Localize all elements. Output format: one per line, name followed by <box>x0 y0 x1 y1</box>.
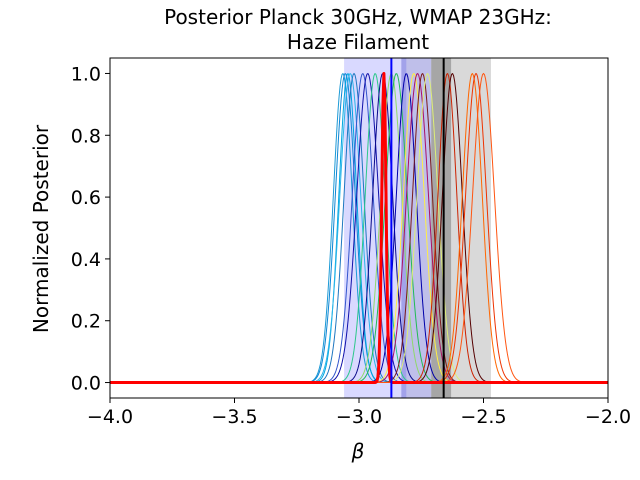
x-axis-label: β <box>351 439 365 463</box>
x-tick-label: −3.5 <box>211 406 257 428</box>
y-tick-label: 0.0 <box>71 373 101 395</box>
x-axis-ticks: −4.0 −3.5 −3.0 −2.5 −2.0 <box>87 398 631 428</box>
y-tick-label: 1.0 <box>71 63 101 85</box>
reference-lines <box>390 58 445 398</box>
x-tick-label: −3.0 <box>336 406 382 428</box>
chart-title-line-1: Posterior Planck 30GHz, WMAP 23GHz: <box>164 5 552 29</box>
x-tick-label: −4.0 <box>87 406 133 428</box>
x-tick-label: −2.0 <box>585 406 631 428</box>
chart-title: Posterior Planck 30GHz, WMAP 23GHz: Haze… <box>164 5 552 54</box>
y-tick-label: 0.6 <box>71 187 101 209</box>
y-tick-label: 0.8 <box>71 125 101 147</box>
y-tick-label: 0.2 <box>71 311 101 333</box>
posterior-curves <box>109 71 609 385</box>
y-tick-label: 0.4 <box>71 249 101 271</box>
y-axis-ticks: 0.0 0.2 0.4 0.6 0.8 1.0 <box>71 63 110 395</box>
y-axis-label: Normalized Posterior <box>29 124 53 333</box>
chart-title-line-2: Haze Filament <box>287 30 429 54</box>
posterior-curve-22 <box>109 71 609 385</box>
x-tick-label: −2.5 <box>460 406 506 428</box>
